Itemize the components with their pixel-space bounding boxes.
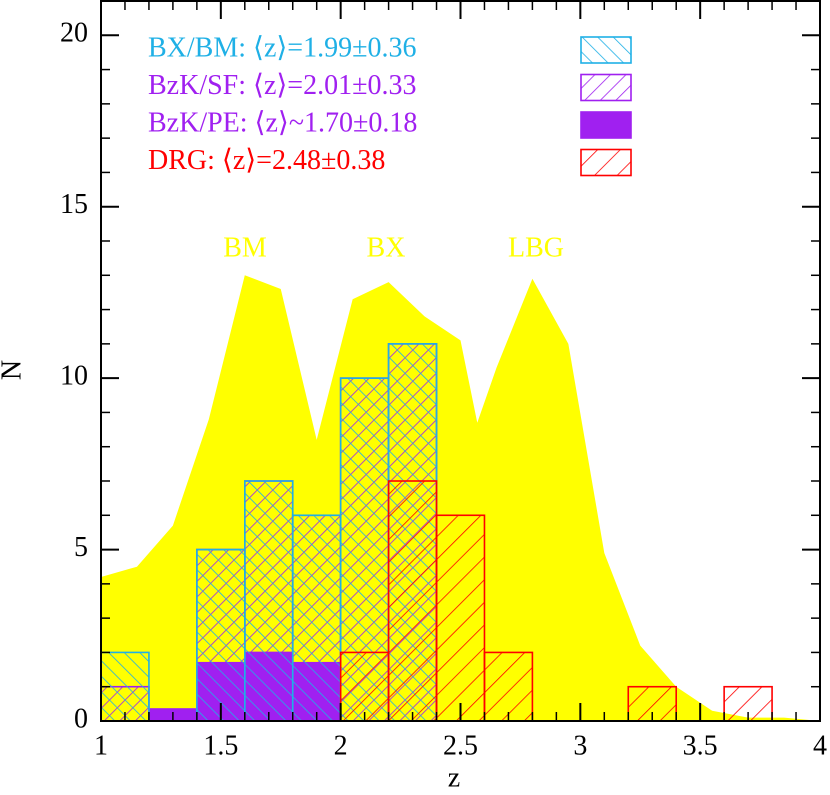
legend-swatch <box>580 148 632 177</box>
legend-swatch <box>580 111 632 139</box>
legend-label: BzK/SF: ⟨z⟩=2.01±0.33 <box>148 70 416 101</box>
bar <box>196 548 246 722</box>
bar <box>291 514 342 722</box>
y-tick-label: 5 <box>74 532 88 563</box>
x-axis-label: z <box>448 762 460 793</box>
legend-label: BX/BM: ⟨z⟩=1.99±0.36 <box>148 32 416 63</box>
x-tick-label: 2 <box>334 730 348 761</box>
bar <box>723 685 773 722</box>
y-tick-label: 15 <box>60 189 88 220</box>
x-tick-label: 4 <box>813 730 827 761</box>
x-tick-label: 3.5 <box>683 730 718 761</box>
legend-swatch <box>580 73 632 102</box>
y-tick-label: 10 <box>60 361 88 392</box>
legend-swatch <box>580 36 632 64</box>
x-tick-label: 1 <box>94 730 108 761</box>
y-axis-label: N <box>0 360 27 380</box>
legend-label: DRG: ⟨z⟩=2.48±0.38 <box>148 145 385 176</box>
bar <box>244 480 294 722</box>
annotation: BM <box>223 232 267 263</box>
bar <box>435 514 486 722</box>
x-tick-label: 3 <box>573 730 587 761</box>
annotation: LBG <box>508 232 564 263</box>
bar <box>387 480 438 722</box>
y-tick-label: 0 <box>74 703 88 734</box>
y-tick-label: 20 <box>60 18 88 49</box>
annotation: BX <box>367 232 406 263</box>
x-tick-label: 1.5 <box>203 730 238 761</box>
bar <box>483 651 534 722</box>
legend-label: BzK/PE: ⟨z⟩~1.70±0.18 <box>148 107 417 138</box>
x-tick-label: 2.5 <box>443 730 478 761</box>
bar <box>339 651 390 722</box>
